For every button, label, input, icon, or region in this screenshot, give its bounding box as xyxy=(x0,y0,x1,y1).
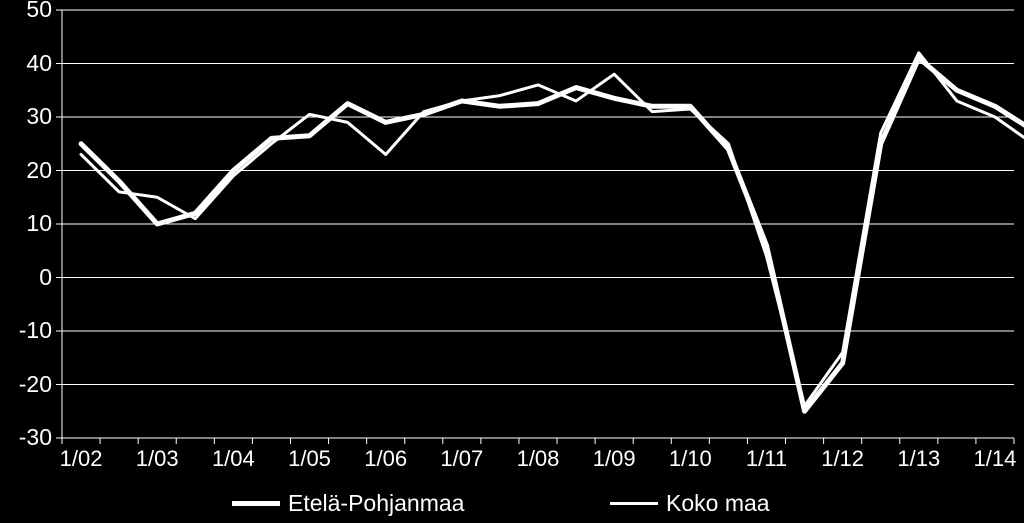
y-tick-label: -20 xyxy=(19,371,52,398)
x-tick-label: 1/14 xyxy=(967,446,1023,472)
x-tick-label: 1/05 xyxy=(282,446,338,472)
y-tick-label: 0 xyxy=(39,264,52,291)
y-tick-label: -30 xyxy=(19,424,52,451)
legend-swatch xyxy=(610,502,658,505)
x-tick-label: 1/06 xyxy=(358,446,414,472)
x-tick-label: 1/07 xyxy=(434,446,490,472)
legend-label: Koko maa xyxy=(666,490,770,517)
x-tick-label: 1/09 xyxy=(586,446,642,472)
x-tick-label: 1/11 xyxy=(738,446,794,472)
x-tick-label: 1/02 xyxy=(53,446,109,472)
y-tick-label: 30 xyxy=(26,103,52,130)
legend-item-etela-pohjanmaa: Etelä-Pohjanmaa xyxy=(232,490,464,517)
x-tick-label: 1/12 xyxy=(815,446,871,472)
x-tick-label: 1/03 xyxy=(129,446,185,472)
legend-label: Etelä-Pohjanmaa xyxy=(288,490,464,517)
legend-swatch xyxy=(232,501,280,506)
y-tick-label: 20 xyxy=(26,157,52,184)
y-tick-label: 10 xyxy=(26,210,52,237)
x-tick-label: 1/13 xyxy=(891,446,947,472)
line-chart: -30 -20 -10 0 10 20 30 40 50 1/02 1/03 1/04 1/05 1/0… xyxy=(0,0,1024,523)
y-tick-label: -10 xyxy=(19,317,52,344)
legend-item-koko-maa: Koko maa xyxy=(610,490,770,517)
x-tick-label: 1/04 xyxy=(205,446,261,472)
y-tick-label: 50 xyxy=(26,0,52,23)
x-tick-label: 1/08 xyxy=(510,446,566,472)
y-tick-label: 40 xyxy=(26,50,52,77)
chart-svg xyxy=(0,0,1024,523)
x-tick-label: 1/10 xyxy=(662,446,718,472)
